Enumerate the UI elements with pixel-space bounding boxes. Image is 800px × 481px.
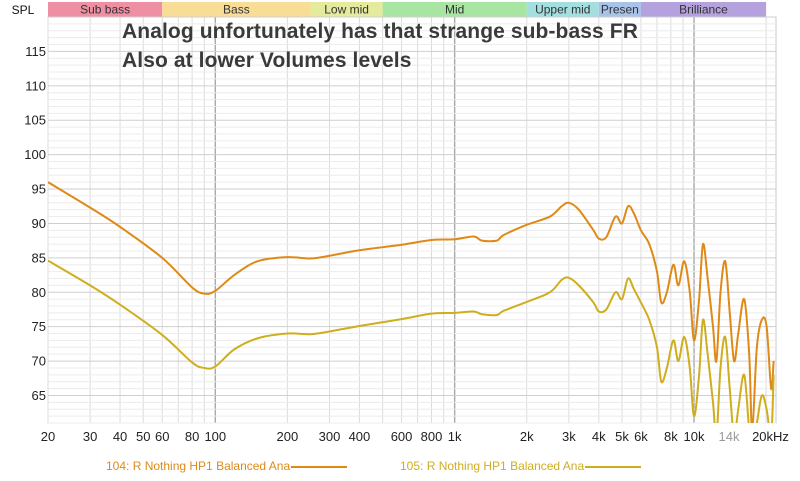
x-tick-label: 400	[349, 429, 371, 444]
band-sub-bass	[48, 2, 163, 17]
x-tick-label: 8k	[664, 429, 678, 444]
grid	[47, 16, 777, 424]
band-presen	[598, 2, 641, 17]
annotation-line-1: Analog unfortunately has that strange su…	[122, 20, 638, 43]
y-tick-label: 70	[32, 354, 46, 369]
x-tick-label: 800	[421, 429, 443, 444]
band-brilliance	[640, 2, 767, 17]
legend-label-104: 104: R Nothing HP1 Balanced Ana	[106, 459, 291, 473]
band-mid	[382, 2, 527, 17]
y-axis-label: SPL	[12, 3, 35, 17]
band-label: Brilliance	[679, 3, 728, 17]
x-tick-label: 2k	[520, 429, 534, 444]
legend-item-104[interactable]: 104: R Nothing HP1 Balanced Ana	[106, 459, 348, 473]
band-bass	[162, 2, 311, 17]
x-tick-label: 40	[113, 429, 127, 444]
annotation-line-2: Also at lower Volumes levels	[122, 49, 412, 72]
x-tick-label: 80	[185, 429, 199, 444]
band-label: Bass	[223, 3, 250, 17]
x-tick-label: 20kHz	[752, 429, 789, 444]
y-tick-label: 85	[32, 250, 46, 265]
band-low-mid	[310, 2, 383, 17]
y-tick-label: 105	[24, 113, 46, 128]
legend-swatch-104	[291, 465, 348, 468]
legend-label-105: 105: R Nothing HP1 Balanced Ana	[400, 459, 585, 473]
legend-swatch-105	[585, 465, 642, 468]
x-tick-label: 600	[391, 429, 413, 444]
x-tick-label: 4k	[592, 429, 606, 444]
y-tick-label: 115	[25, 44, 46, 59]
band-label: Presen	[601, 3, 639, 17]
legend-item-105[interactable]: 105: R Nothing HP1 Balanced Ana	[400, 459, 642, 473]
x-tick-label: 60	[155, 429, 169, 444]
y-tick-label: 110	[25, 78, 46, 93]
y-tick-label: 90	[32, 216, 46, 231]
plot-area	[47, 16, 777, 424]
series-line-1	[48, 181, 775, 423]
y-tick-label: 75	[32, 319, 46, 334]
x-tick-label: 14k	[719, 429, 740, 444]
band-label: Mid	[445, 3, 464, 17]
y-tick-label: 65	[32, 388, 46, 403]
x-tick-label: 20	[41, 429, 55, 444]
y-tick-label: 80	[32, 285, 46, 300]
x-tick-label: 300	[319, 429, 341, 444]
x-tick-label: 3k	[562, 429, 576, 444]
band-upper-mid	[526, 2, 599, 17]
x-tick-label: 200	[277, 429, 299, 444]
axes: SPL 65 70 75 80 85 90 95 100 105 110 115 20 30 40 50 60…	[12, 3, 789, 444]
band-label: Sub bass	[80, 3, 130, 17]
band-label: Upper mid	[535, 3, 590, 17]
x-tick-label: 50	[136, 429, 150, 444]
band-label: Low mid	[324, 3, 369, 17]
x-tick-label: 6k	[634, 429, 648, 444]
x-tick-label: 100	[204, 429, 226, 444]
y-tick-label: 95	[32, 182, 46, 197]
x-tick-label: 10k	[684, 429, 705, 444]
x-tick-label: 1k	[448, 429, 462, 444]
frequency-bands: Sub bass Bass Low mid Mid Upper mid Presen Bri…	[48, 2, 767, 17]
series-line-2	[48, 259, 775, 423]
y-tick-label: 100	[24, 147, 46, 162]
series-lines	[48, 181, 775, 423]
x-tick-label: 5k	[615, 429, 629, 444]
x-tick-label: 30	[83, 429, 97, 444]
